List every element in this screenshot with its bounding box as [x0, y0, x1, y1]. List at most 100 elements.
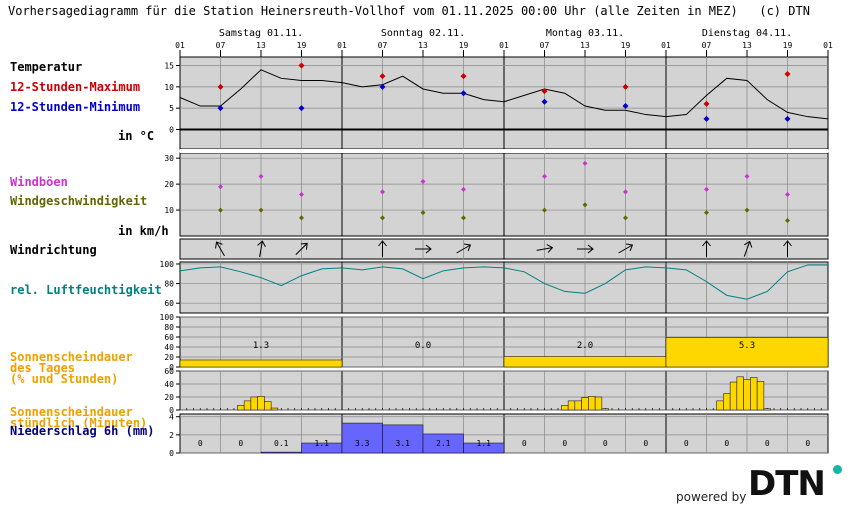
humidity-axis-tick-label: 100 — [160, 260, 175, 269]
wind-gust-point — [258, 173, 264, 179]
hour-tick-label: 13 — [256, 41, 266, 50]
label-unit-temp: in °C — [118, 129, 155, 143]
hour-tick-label: 13 — [418, 41, 428, 50]
humidity-axis-tick-label: 60 — [164, 299, 174, 308]
label-unit-wind: in km/h — [118, 224, 169, 238]
label-temp-max: 12-Stunden-Maximum — [10, 80, 141, 94]
wind-speed-point — [218, 207, 223, 213]
wind-gust-point — [542, 173, 547, 179]
sun-hourly-bar — [237, 405, 245, 411]
max-temp-point — [784, 71, 791, 78]
wind-speed-point — [785, 217, 790, 223]
wind-direction-arrow — [702, 240, 711, 257]
wind-gust-point — [461, 186, 466, 192]
hour-tick-label: 07 — [216, 41, 226, 50]
sun-hourly-bar — [736, 376, 744, 411]
wind-direction-arrow — [456, 243, 472, 254]
sun-hourly-bar — [763, 408, 771, 411]
hour-tick-label: 19 — [297, 41, 307, 50]
max-temp-point — [622, 83, 629, 90]
sun-daily-axis-tick-label: 40 — [164, 343, 174, 352]
humidity-line — [179, 264, 828, 300]
max-temp-point — [217, 83, 224, 90]
sun-hourly-axis-tick-label: 20 — [164, 393, 174, 402]
wind-direction-arrow — [378, 240, 387, 257]
sun-daily-label: 0.0 — [415, 341, 431, 351]
temperature-line — [179, 69, 829, 120]
precip-value-label: 0 — [562, 439, 567, 448]
sun-hourly-bar — [270, 407, 279, 411]
precip-axis-tick-label: 2 — [169, 431, 174, 440]
label-windrichtung: Windrichtung — [10, 243, 97, 257]
precip-bar — [463, 442, 505, 454]
wind-gust-point — [218, 184, 223, 190]
precip-value-label: 0 — [643, 439, 648, 448]
hour-tick-label: 19 — [783, 41, 793, 50]
precip-axis-tick-label: 0 — [169, 449, 174, 458]
hour-tick-label: 07 — [378, 41, 388, 50]
wind-speed-point — [542, 207, 547, 213]
precip-bar — [382, 424, 424, 454]
precip-axis-tick-label: 4 — [169, 413, 174, 422]
sun-hourly-bar — [567, 400, 576, 411]
sun-hourly-bar — [756, 381, 765, 411]
precip-value-label: 0 — [765, 439, 770, 448]
wind-speed-point — [744, 207, 750, 213]
precip-value-label: 2.1 — [436, 439, 451, 448]
min-temp-point — [298, 105, 305, 112]
sun-hourly-axis-tick-label: 40 — [164, 380, 174, 389]
sun-hourly-bar — [250, 396, 258, 411]
sun-hourly-bar — [729, 381, 738, 411]
temp-axis-tick-label: 0 — [169, 125, 174, 134]
label-temperatur: Temperatur — [10, 60, 83, 74]
dtn-logo: powered by DTN — [676, 462, 846, 504]
precip-value-label: 0 — [684, 439, 689, 448]
sun-hourly-axis-tick-label: 60 — [164, 367, 174, 376]
sun-daily-axis-tick-label: 0 — [169, 363, 174, 372]
min-temp-point — [703, 115, 710, 122]
wind-speed-point — [582, 202, 588, 208]
wind-gust-point — [785, 192, 790, 197]
humidity-axis-tick-label: 80 — [164, 280, 174, 289]
precip-value-label: 3.3 — [355, 439, 370, 448]
logo-powered-by: powered by — [676, 490, 747, 504]
wind-direction-arrow — [415, 244, 432, 254]
sun-hourly-bar — [743, 379, 751, 411]
precip-value-label: 0.1 — [274, 439, 289, 448]
hour-tick-label: 19 — [459, 41, 469, 50]
hour-tick-label: 01 — [175, 41, 185, 50]
sun-hourly-bar — [594, 396, 603, 411]
wind-axis-tick-label: 10 — [164, 206, 174, 215]
label-feuchte: rel. Luftfeuchtigkeit — [10, 283, 162, 297]
sun-hourly-bar — [601, 408, 609, 411]
wind-direction-arrow — [618, 243, 634, 254]
precip-value-label: 0 — [522, 439, 527, 448]
sun-daily-axis-tick-label: 20 — [164, 353, 174, 362]
sun-hourly-bar — [716, 400, 724, 411]
min-temp-point — [622, 103, 629, 110]
logo-dot — [833, 465, 842, 474]
hour-tick-label: 01 — [823, 41, 833, 50]
wind-direction-arrow — [577, 244, 594, 254]
sun-daily-bar — [665, 337, 829, 368]
sun-hourly-bar — [750, 377, 758, 411]
label-sonne-tag: Sonnenscheindauer des Tages (% und Stunden… — [10, 350, 133, 386]
min-temp-point — [541, 98, 548, 105]
hour-tick-label: 01 — [337, 41, 347, 50]
sun-hourly-bar — [723, 393, 731, 411]
label-sonne-stuendlich: Sonnenscheindauer stündlich (Minuten) — [10, 405, 148, 430]
day-label: Samstag 01.11. — [219, 28, 303, 39]
wind-speed-point — [420, 210, 426, 216]
wind-speed-point — [258, 207, 264, 213]
sun-daily-axis-tick-label: 100 — [160, 313, 175, 322]
sun-daily-label: 5.3 — [739, 341, 755, 351]
sun-daily-axis-tick-label: 80 — [164, 323, 174, 332]
hour-tick-label: 19 — [621, 41, 631, 50]
max-temp-point — [541, 88, 548, 95]
max-temp-point — [379, 73, 386, 80]
wind-direction-arrow — [743, 240, 753, 257]
wind-axis-tick-label: 20 — [164, 180, 174, 189]
sun-daily-label: 2.0 — [577, 341, 593, 351]
wind-speed-point — [704, 210, 709, 216]
day-label: Sonntag 02.11. — [381, 28, 465, 39]
